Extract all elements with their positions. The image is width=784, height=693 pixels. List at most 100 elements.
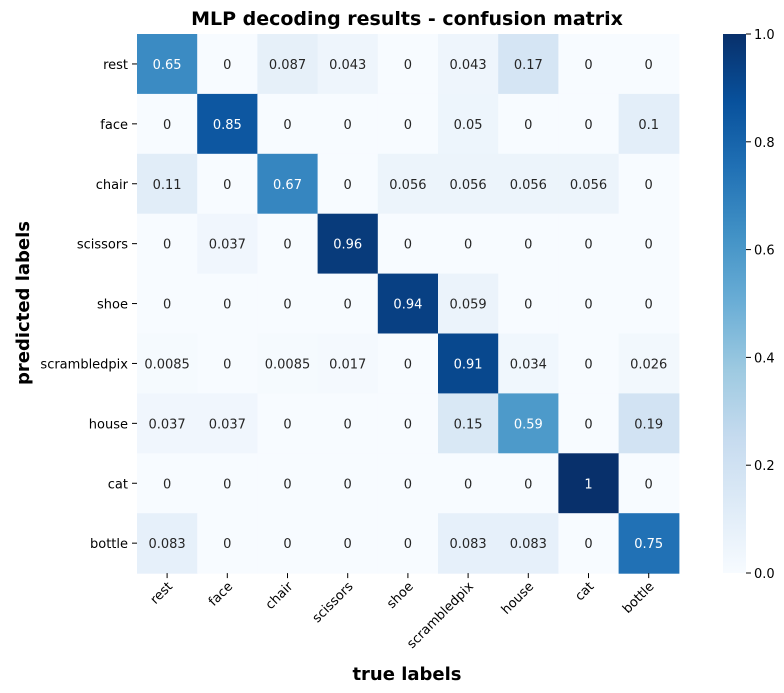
cell-value-label: 0: [283, 537, 291, 552]
heatmap-cell: [257, 513, 319, 574]
heatmap-cell: [618, 513, 680, 574]
heatmap-cell: [438, 213, 499, 275]
heatmap-cell: [377, 34, 439, 95]
cell-value-label: 0.056: [449, 178, 486, 193]
heatmap-cell: [377, 153, 439, 215]
x-tick-label: shoe: [384, 579, 417, 612]
cell-value-label: 0: [283, 118, 291, 133]
heatmap-cell: [317, 213, 379, 275]
heatmap-cell: [317, 393, 379, 454]
heatmap-cell: [438, 513, 499, 574]
cell-value-label: 0.17: [514, 58, 543, 73]
cell-value-label: 0.043: [329, 58, 366, 73]
cell-value-label: 0: [344, 298, 352, 313]
heatmap-cell: [197, 34, 258, 95]
cell-value-label: 0: [404, 477, 412, 492]
cell-value-label: 0.05: [454, 118, 483, 133]
cell-value-label: 0.65: [153, 58, 182, 73]
heatmap-cell: [197, 153, 258, 215]
cell-value-label: 0.037: [148, 417, 185, 432]
heatmap-cell: [197, 513, 258, 574]
cell-value-label: 0.034: [510, 357, 547, 372]
heatmap-cell: [618, 213, 680, 275]
x-tick-label: cat: [572, 579, 597, 604]
cell-value-label: 0.083: [449, 537, 486, 552]
heatmap-cell: [137, 213, 198, 275]
heatmap-cell: [257, 34, 319, 95]
cell-value-label: 0.75: [634, 537, 663, 552]
heatmap-cell: [197, 453, 258, 514]
cell-value-label: 0: [404, 118, 412, 133]
cell-value-label: 0: [524, 118, 532, 133]
heatmap-cell: [317, 93, 379, 155]
cell-value-label: 0: [344, 118, 352, 133]
cell-value-label: 0: [223, 178, 231, 193]
cell-value-label: 0.85: [213, 118, 242, 133]
cell-value-label: 0: [404, 238, 412, 253]
heatmap-cell: [498, 333, 559, 394]
heatmap-cell: [498, 513, 559, 574]
heatmap-cell: [257, 273, 319, 335]
heatmap-cell: [137, 34, 198, 95]
heatmap-cell: [377, 213, 439, 275]
colorbar-tick-label: 0.0: [754, 567, 775, 582]
cell-value-label: 0.11: [153, 178, 182, 193]
heatmap-cell: [618, 34, 680, 95]
colorbar-tick-label: 0.8: [754, 136, 775, 151]
heatmap-cell: [137, 393, 198, 454]
heatmap-cell: [137, 273, 198, 335]
heatmap-cell: [197, 213, 258, 275]
cell-value-label: 0: [464, 238, 472, 253]
cell-value-label: 0: [645, 477, 653, 492]
heatmap-cell: [498, 34, 559, 95]
cell-value-label: 0: [344, 417, 352, 432]
colorbar-tick-label: 0.6: [754, 244, 775, 259]
y-tick-label: face: [100, 118, 128, 133]
heatmap-cell: [377, 273, 439, 335]
cell-value-label: 0: [584, 357, 592, 372]
cell-value-label: 0: [223, 357, 231, 372]
y-tick-labels: rest face chair scissors shoe scrambledpix hou…: [40, 58, 137, 552]
heatmap-cell: [618, 273, 680, 335]
colorbar: [723, 34, 746, 573]
cell-value-label: 0.15: [454, 417, 483, 432]
cell-value-label: 0: [223, 477, 231, 492]
x-tick-label: chair: [263, 579, 297, 613]
heatmap-cell: [377, 393, 439, 454]
heatmap-cell: [137, 153, 198, 215]
heatmap-cell: [438, 393, 499, 454]
heatmap-cells: [137, 34, 680, 574]
y-tick-label: scrambledpix: [40, 357, 128, 372]
chart-title: MLP decoding results - confusion matrix: [191, 8, 623, 30]
y-tick-label: scissors: [77, 238, 128, 253]
heatmap-cell: [317, 273, 379, 335]
heatmap-cell: [558, 153, 620, 215]
heatmap-cell: [498, 153, 559, 215]
heatmap-cell: [558, 213, 620, 275]
cell-value-label: 0.037: [209, 417, 246, 432]
heatmap-cell: [197, 393, 258, 454]
y-tick-label: shoe: [97, 298, 128, 313]
colorbar-tick-label: 1.0: [754, 28, 775, 43]
cell-value-label: 0: [404, 357, 412, 372]
cell-value-label: 0: [584, 537, 592, 552]
cell-value-label: 0: [344, 477, 352, 492]
cell-value-label: 0.0085: [144, 357, 190, 372]
cell-value-label: 0: [404, 537, 412, 552]
cell-value-label: 0: [645, 178, 653, 193]
y-tick-label: chair: [96, 178, 129, 193]
heatmap-cell: [438, 273, 499, 335]
cell-value-label: 0.037: [209, 238, 246, 253]
cell-value-label: 0: [584, 417, 592, 432]
x-tick-label: bottle: [620, 579, 657, 616]
cell-value-label: 0.94: [393, 298, 422, 313]
y-tick-label: house: [89, 417, 128, 432]
cell-value-label: 1: [584, 477, 592, 492]
cell-value-label: 0.083: [510, 537, 547, 552]
heatmap-cell: [317, 333, 379, 394]
heatmap-cell: [618, 333, 680, 394]
heatmap-cell: [438, 153, 499, 215]
heatmap-cell: [257, 333, 319, 394]
